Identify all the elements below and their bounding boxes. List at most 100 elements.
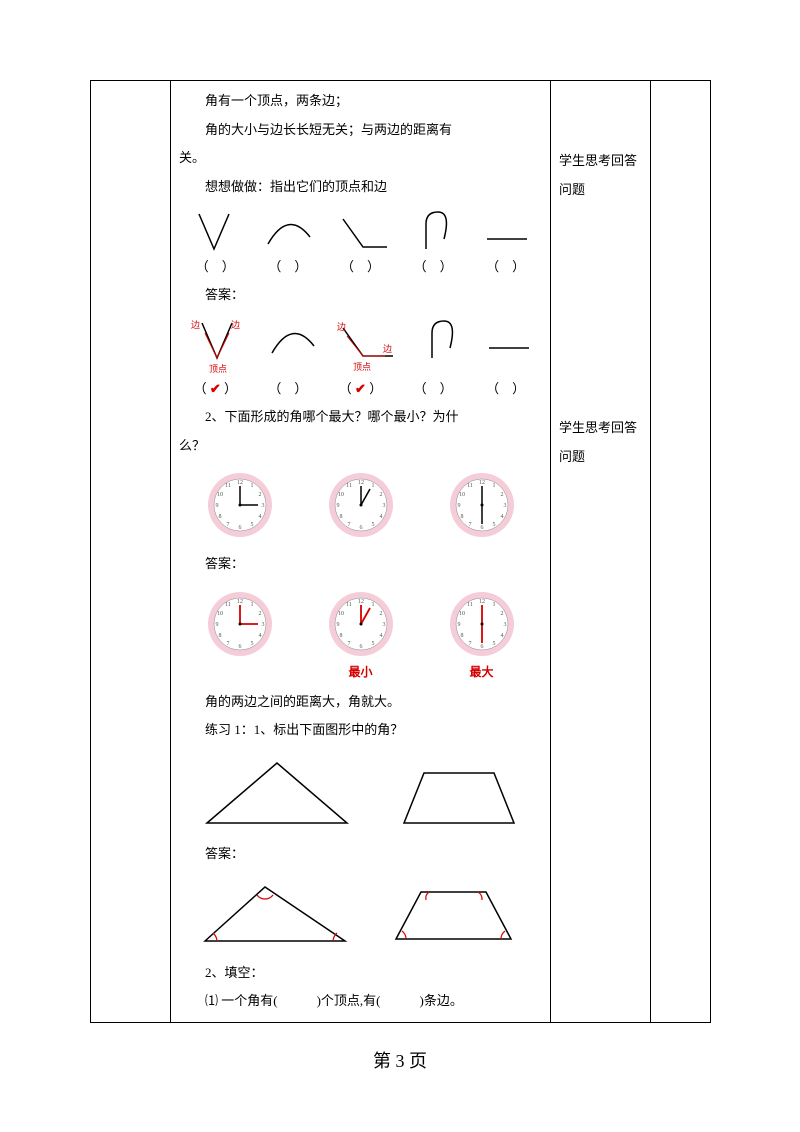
svg-text:11: 11 xyxy=(346,602,352,608)
paren-a-5: （ ） xyxy=(476,378,536,397)
label-bian-right: 边 xyxy=(231,320,240,330)
question-paren-row: （ ） （ ） （ ） （ ） （ ） xyxy=(179,256,542,275)
answer-paren-row: （ ✔ ） （ ） （ ✔ ） （ ） （ ） xyxy=(179,378,542,397)
svg-text:8: 8 xyxy=(339,633,342,639)
svg-text:4: 4 xyxy=(500,514,503,520)
shape-obtuse-answer: 边 边 顶点 xyxy=(335,318,400,376)
paren-a-3: （ ✔ ） xyxy=(330,378,390,397)
paren-q-1: （ ） xyxy=(185,256,245,275)
svg-text:11: 11 xyxy=(467,602,473,608)
svg-text:3: 3 xyxy=(382,622,385,628)
clocks-answer-row: 1212 345 678 91011 1212 xyxy=(179,589,542,659)
svg-text:11: 11 xyxy=(467,483,473,489)
svg-text:4: 4 xyxy=(258,633,261,639)
svg-text:10: 10 xyxy=(459,611,465,617)
side-note-2b: 问题 xyxy=(559,443,642,472)
svg-text:5: 5 xyxy=(250,641,253,647)
clock-a3: 1212 345 678 91011 xyxy=(447,589,517,659)
svg-text:12: 12 xyxy=(358,599,364,605)
svg-text:8: 8 xyxy=(339,514,342,520)
svg-text:2: 2 xyxy=(258,492,261,498)
svg-text:7: 7 xyxy=(347,522,350,528)
question-shapes-row xyxy=(179,209,542,254)
svg-text:3: 3 xyxy=(503,503,506,509)
shape-v-answer: 边 边 顶点 xyxy=(187,318,247,376)
svg-text:12: 12 xyxy=(237,599,243,605)
shape-line xyxy=(482,209,532,254)
svg-text:6: 6 xyxy=(359,644,362,650)
clock-3: 1212 345 678 91011 xyxy=(447,470,517,540)
svg-text:2: 2 xyxy=(379,492,382,498)
label-bian-left: 边 xyxy=(191,320,200,330)
shape-loop xyxy=(411,209,461,254)
svg-text:5: 5 xyxy=(371,522,374,528)
clock-a2: 1212 345 678 91011 xyxy=(326,589,396,659)
question-3: 2、填空： xyxy=(179,959,542,988)
svg-text:10: 10 xyxy=(459,492,465,498)
page-container: 角有一个顶点，两条边； 角的大小与边长长短无关；与两边的距离有 关。 想想做做：… xyxy=(0,0,800,1132)
svg-text:2: 2 xyxy=(379,611,382,617)
col-right1-cell: 学生思考回答 问题 学生思考回答 问题 xyxy=(551,81,651,1023)
svg-text:9: 9 xyxy=(457,503,460,509)
shape-line-answer xyxy=(484,318,534,376)
answer-label-3: 答案： xyxy=(179,840,542,869)
svg-text:11: 11 xyxy=(225,602,231,608)
label-vertex-1: 顶点 xyxy=(209,364,227,374)
col-right2-cell xyxy=(651,81,711,1023)
col-mid-cell: 角有一个顶点，两条边； 角的大小与边长长短无关；与两边的距离有 关。 想想做做：… xyxy=(171,81,551,1023)
paren-q-3: （ ） xyxy=(330,256,390,275)
geo-question-row xyxy=(179,755,542,830)
clock-a1: 1212 345 678 91011 xyxy=(205,589,275,659)
svg-text:11: 11 xyxy=(225,483,231,489)
svg-text:7: 7 xyxy=(226,641,229,647)
svg-text:4: 4 xyxy=(258,514,261,520)
paren-q-5: （ ） xyxy=(476,256,536,275)
side-note-1a: 学生思考回答 xyxy=(559,147,642,176)
svg-text:7: 7 xyxy=(347,641,350,647)
svg-text:3: 3 xyxy=(503,622,506,628)
answer-shapes-row: 边 边 顶点 边 边 顶点 xyxy=(179,318,542,376)
svg-text:7: 7 xyxy=(468,641,471,647)
label-bian-3: 边 xyxy=(337,322,346,332)
svg-text:6: 6 xyxy=(238,525,241,531)
question-2-line1: 2、下面形成的角哪个最大？哪个最小？为什 xyxy=(179,403,542,432)
svg-text:10: 10 xyxy=(338,611,344,617)
shape-arc-answer xyxy=(264,318,319,376)
svg-text:6: 6 xyxy=(238,644,241,650)
svg-text:9: 9 xyxy=(336,503,339,509)
answer-label-2: 答案： xyxy=(179,550,542,579)
svg-text:9: 9 xyxy=(215,622,218,628)
shape-obtuse xyxy=(335,209,390,254)
paren-q-2: （ ） xyxy=(258,256,318,275)
practice-1-prompt: 练习 1：1、标出下面图形中的角？ xyxy=(179,716,542,745)
svg-text:7: 7 xyxy=(468,522,471,528)
paren-a-4: （ ） xyxy=(403,378,463,397)
clock-label-1 xyxy=(205,663,275,680)
shape-v xyxy=(189,209,239,254)
svg-text:3: 3 xyxy=(261,622,264,628)
svg-text:8: 8 xyxy=(218,633,221,639)
svg-text:8: 8 xyxy=(218,514,221,520)
label-vertex-2: 顶点 xyxy=(353,362,371,372)
side-note-2a: 学生思考回答 xyxy=(559,414,642,443)
clock-label-3: 最大 xyxy=(447,663,517,680)
shape-loop-answer xyxy=(417,318,467,376)
svg-text:5: 5 xyxy=(492,522,495,528)
paren-a-1: （ ✔ ） xyxy=(185,378,245,397)
svg-text:1: 1 xyxy=(371,602,374,608)
paren-q-4: （ ） xyxy=(403,256,463,275)
clock-1: 1212 345 678 91011 xyxy=(205,470,275,540)
svg-text:2: 2 xyxy=(500,611,503,617)
svg-text:1: 1 xyxy=(492,602,495,608)
svg-text:2: 2 xyxy=(258,611,261,617)
triangle-q xyxy=(197,755,357,830)
svg-text:1: 1 xyxy=(250,602,253,608)
svg-text:6: 6 xyxy=(480,644,483,650)
line-angle-size-2: 关。 xyxy=(179,144,542,173)
svg-text:8: 8 xyxy=(460,633,463,639)
line-angle-def: 角有一个顶点，两条边； xyxy=(179,87,542,116)
clock-2: 1212 345 678 91011 xyxy=(326,470,396,540)
svg-text:5: 5 xyxy=(492,641,495,647)
clock-labels-row: 最小 最大 xyxy=(179,663,542,680)
label-bian-4: 边 xyxy=(383,344,392,354)
